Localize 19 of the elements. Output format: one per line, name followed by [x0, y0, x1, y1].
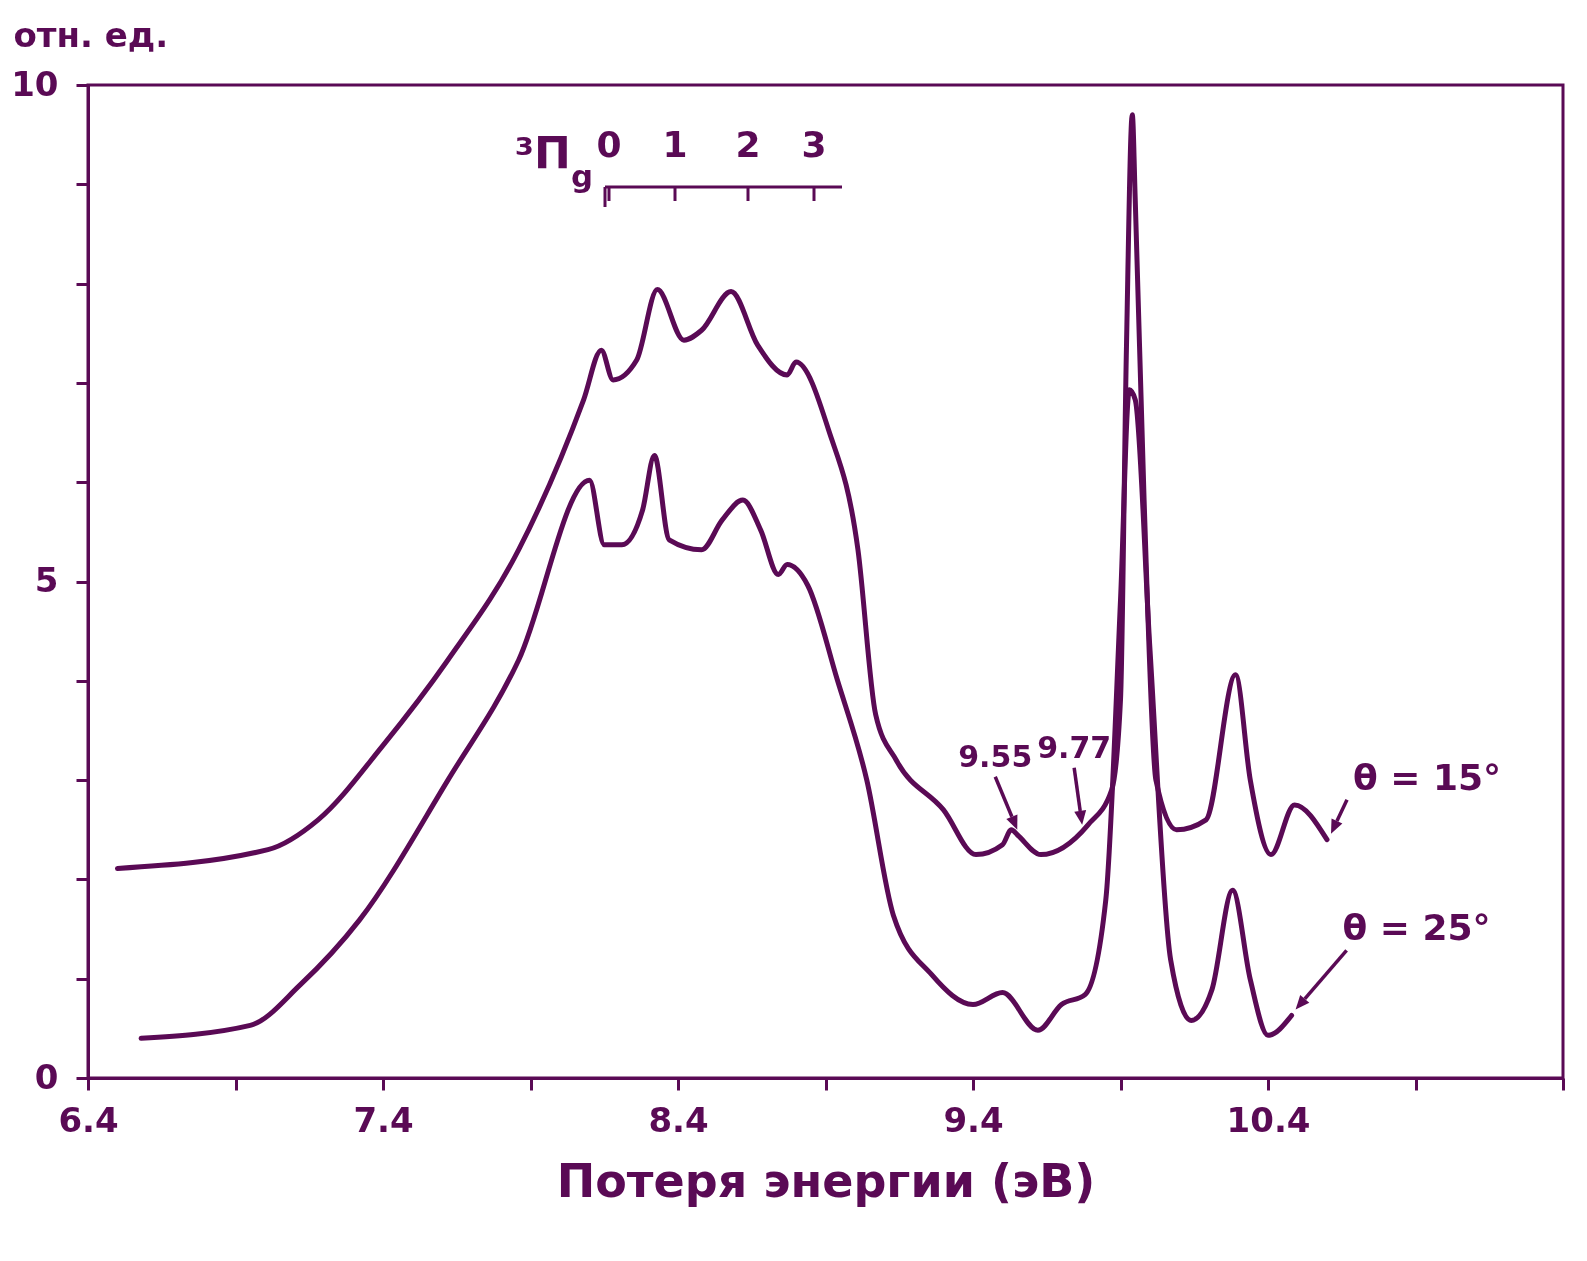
y-tick-label: 0 — [34, 1056, 59, 1097]
x-tick-label: 8.4 — [648, 1099, 709, 1140]
annotation: 1 — [662, 124, 688, 165]
annotation: 3 — [801, 124, 827, 165]
text: θ = 25° — [1342, 907, 1491, 949]
x-tick-label: 10.4 — [1226, 1099, 1311, 1140]
y-axis-title: отн. ед. — [13, 14, 169, 55]
x-tick-label: 6.4 — [58, 1099, 119, 1140]
x-tick-label: 7.4 — [353, 1099, 414, 1140]
y-tick-label: 10 — [11, 63, 59, 104]
series-label: θ = 15° — [1352, 756, 1502, 798]
y-tick-label: 5 — [34, 560, 59, 600]
annotation: 0 — [596, 124, 622, 165]
annotation: ³Π$_{g}$ — [514, 128, 593, 194]
annotation: 2 — [735, 124, 761, 165]
annotation: 9.77 — [1037, 729, 1112, 765]
x-axis-title: Потеря энергии (эВ) — [556, 1153, 1096, 1208]
x-tick-label: 9.4 — [943, 1099, 1004, 1140]
annotation: 9.55 — [958, 738, 1033, 774]
